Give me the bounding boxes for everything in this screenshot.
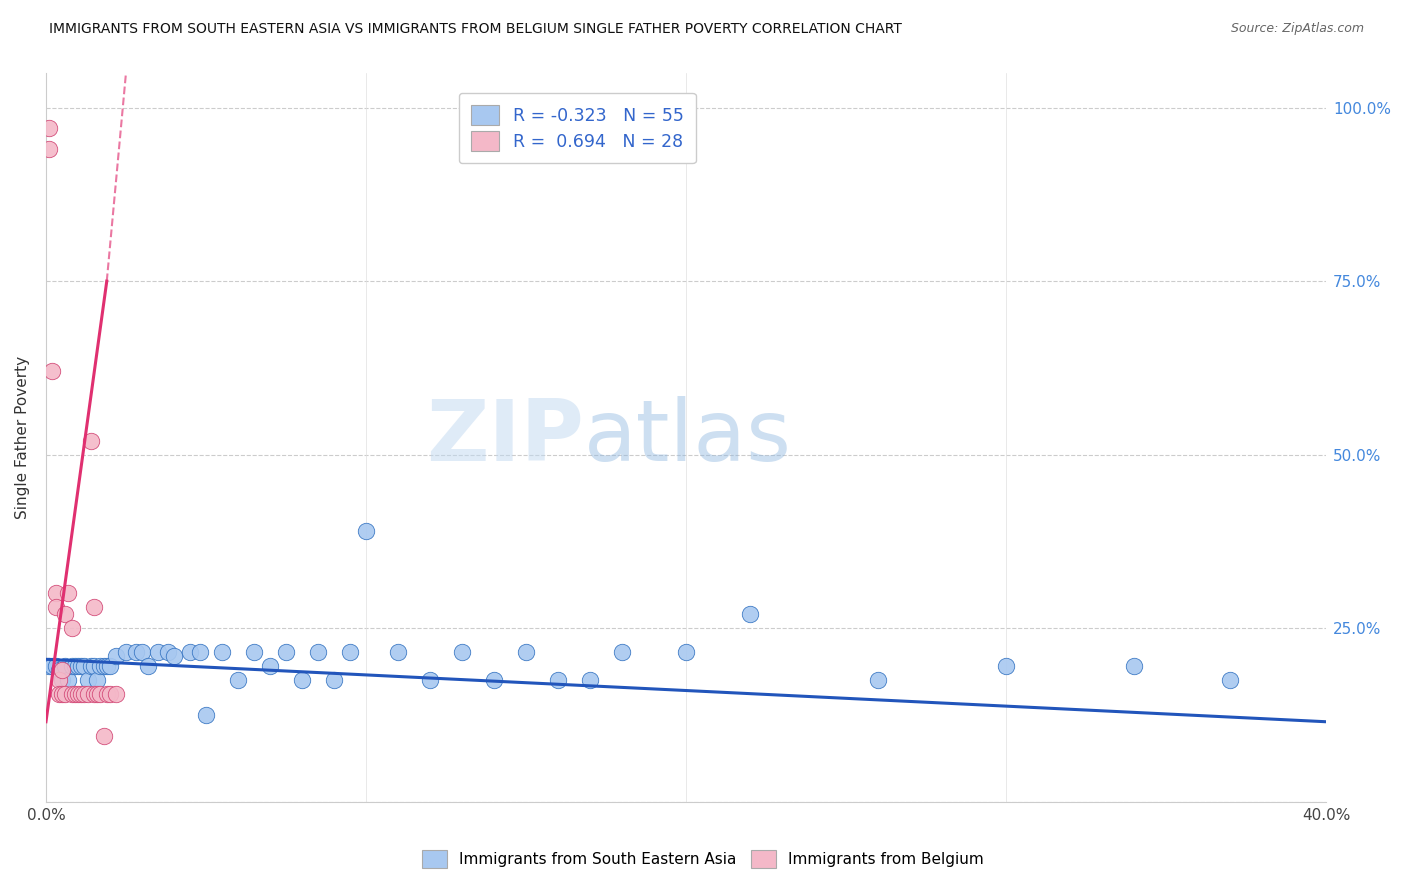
Point	[156, 645, 179, 659]
Point	[98, 687, 121, 701]
Point	[1123, 659, 1146, 673]
Text: Source: ZipAtlas.com: Source: ZipAtlas.com	[1230, 22, 1364, 36]
Point	[93, 659, 115, 673]
Point	[307, 645, 329, 659]
Point	[45, 659, 67, 673]
Point	[387, 645, 409, 659]
Point	[45, 600, 67, 615]
Point	[80, 434, 103, 448]
Point	[419, 673, 441, 687]
Point	[243, 645, 266, 659]
Point	[60, 621, 83, 635]
Point	[53, 659, 76, 673]
Point	[73, 659, 96, 673]
Point	[105, 648, 128, 663]
Point	[41, 364, 63, 378]
Point	[48, 663, 70, 677]
Legend: R = -0.323   N = 55, R =  0.694   N = 28: R = -0.323 N = 55, R = 0.694 N = 28	[458, 93, 696, 163]
Point	[354, 524, 377, 538]
Point	[48, 673, 70, 687]
Point	[274, 645, 297, 659]
Point	[995, 659, 1018, 673]
Point	[51, 663, 73, 677]
Point	[58, 673, 80, 687]
Point	[105, 687, 128, 701]
Point	[63, 687, 86, 701]
Point	[96, 659, 118, 673]
Point	[48, 687, 70, 701]
Point	[211, 645, 233, 659]
Point	[339, 645, 361, 659]
Point	[131, 645, 153, 659]
Point	[515, 645, 537, 659]
Point	[80, 659, 103, 673]
Point	[547, 673, 569, 687]
Point	[83, 659, 105, 673]
Point	[675, 645, 697, 659]
Point	[291, 673, 314, 687]
Point	[60, 659, 83, 673]
Point	[96, 687, 118, 701]
Point	[70, 659, 93, 673]
Point	[195, 707, 218, 722]
Point	[66, 687, 89, 701]
Point	[73, 687, 96, 701]
Point	[51, 687, 73, 701]
Point	[83, 600, 105, 615]
Point	[124, 645, 146, 659]
Point	[226, 673, 249, 687]
Point	[86, 673, 108, 687]
Point	[188, 645, 211, 659]
Point	[115, 645, 138, 659]
Point	[163, 648, 186, 663]
Point	[259, 659, 281, 673]
Point	[53, 687, 76, 701]
Point	[63, 659, 86, 673]
Point	[58, 586, 80, 600]
Point	[323, 673, 346, 687]
Point	[70, 687, 93, 701]
Point	[89, 659, 111, 673]
Point	[86, 687, 108, 701]
Point	[138, 659, 160, 673]
Point	[866, 673, 889, 687]
Point	[179, 645, 201, 659]
Point	[1219, 673, 1241, 687]
Text: ZIP: ZIP	[426, 396, 583, 479]
Text: IMMIGRANTS FROM SOUTH EASTERN ASIA VS IMMIGRANTS FROM BELGIUM SINGLE FATHER POVE: IMMIGRANTS FROM SOUTH EASTERN ASIA VS IM…	[49, 22, 903, 37]
Point	[38, 142, 60, 156]
Point	[41, 659, 63, 673]
Point	[76, 673, 98, 687]
Y-axis label: Single Father Poverty: Single Father Poverty	[15, 356, 30, 519]
Point	[45, 586, 67, 600]
Point	[89, 687, 111, 701]
Point	[98, 659, 121, 673]
Legend: Immigrants from South Eastern Asia, Immigrants from Belgium: Immigrants from South Eastern Asia, Immi…	[413, 841, 993, 877]
Point	[53, 607, 76, 622]
Point	[482, 673, 505, 687]
Point	[76, 687, 98, 701]
Point	[579, 673, 602, 687]
Point	[738, 607, 761, 622]
Point	[51, 673, 73, 687]
Point	[146, 645, 169, 659]
Point	[93, 729, 115, 743]
Point	[610, 645, 633, 659]
Point	[83, 687, 105, 701]
Point	[38, 121, 60, 136]
Point	[66, 659, 89, 673]
Text: atlas: atlas	[583, 396, 792, 479]
Point	[60, 687, 83, 701]
Point	[38, 659, 60, 673]
Point	[451, 645, 474, 659]
